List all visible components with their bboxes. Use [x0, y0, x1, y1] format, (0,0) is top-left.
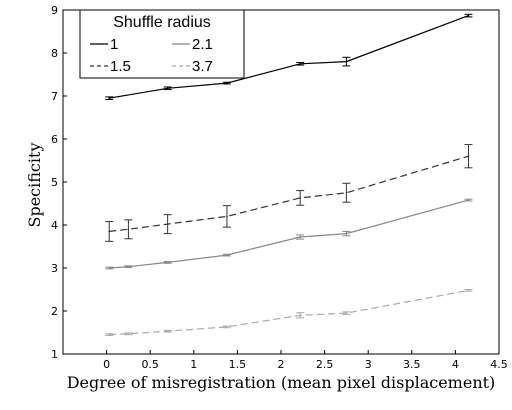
- error-bar: [342, 311, 351, 315]
- error-bar: [222, 205, 231, 228]
- error-bar: [163, 86, 172, 91]
- x-axis-label: Degree of misregistration (mean pixel di…: [67, 373, 496, 392]
- error-bar: [222, 325, 231, 329]
- series-line: [109, 289, 469, 336]
- error-bar: [464, 13, 473, 18]
- error-bar: [163, 329, 172, 333]
- x-tick-label: 3.5: [403, 358, 421, 371]
- data-point: [108, 230, 111, 233]
- data-point: [467, 14, 470, 17]
- y-tick-label: 9: [51, 4, 58, 17]
- error-bar: [296, 61, 305, 66]
- x-tick-label: 2: [278, 358, 285, 371]
- y-tick-label: 7: [51, 90, 58, 103]
- legend-label: 3.7: [192, 58, 213, 75]
- error-bar: [464, 289, 473, 292]
- error-bar: [105, 333, 114, 337]
- y-axis-label: Specificity: [25, 143, 44, 228]
- data-point: [166, 87, 169, 90]
- y-tick-label: 3: [51, 262, 58, 275]
- error-bar: [296, 190, 305, 206]
- series-1-5: [105, 144, 473, 242]
- series-3-7: [105, 289, 473, 337]
- legend-item: 1.5: [90, 58, 131, 75]
- y-tick-label: 1: [51, 348, 58, 361]
- error-bar: [222, 81, 231, 85]
- error-bar: [124, 265, 133, 269]
- data-point: [345, 60, 348, 63]
- legend-item: 2.1: [172, 36, 213, 53]
- data-point: [299, 236, 301, 238]
- error-bar: [342, 182, 351, 203]
- legend-title: Shuffle radius: [113, 14, 211, 31]
- data-point: [467, 155, 470, 157]
- legend-item: 1: [90, 36, 118, 53]
- y-tick-label: 8: [51, 47, 58, 60]
- data-point: [108, 267, 111, 269]
- data-point: [166, 223, 169, 225]
- series-2-1: [105, 198, 473, 270]
- y-tick-label: 2: [51, 305, 58, 318]
- legend-label: 1: [110, 36, 118, 53]
- data-point: [166, 330, 169, 333]
- data-point: [299, 314, 301, 317]
- legend-label: 1.5: [110, 58, 131, 75]
- y-tick-label: 6: [51, 133, 58, 146]
- data-point: [467, 289, 470, 292]
- error-bar: [342, 230, 351, 237]
- series-line: [109, 199, 469, 269]
- x-tick-label: 0: [103, 358, 110, 371]
- error-bar: [163, 214, 172, 235]
- series-line: [109, 155, 469, 232]
- series-line: [109, 15, 469, 99]
- data-point: [345, 191, 348, 194]
- legend: Shuffle radius 1 1.5 2.1 3.7: [79, 9, 245, 79]
- data-point: [226, 254, 228, 256]
- error-bar: [296, 234, 305, 240]
- legend-label: 2.1: [192, 36, 213, 53]
- x-tick-label: 4: [452, 358, 459, 371]
- y-tick-label: 4: [51, 219, 58, 232]
- x-tick-label: 0.5: [141, 358, 159, 371]
- error-bar: [296, 312, 305, 319]
- error-bar: [105, 96, 114, 100]
- error-bar: [464, 198, 473, 202]
- error-bar: [105, 221, 114, 242]
- data-point: [108, 333, 111, 336]
- series-group: [105, 13, 473, 337]
- data-point: [166, 261, 169, 264]
- legend-entries: 1 1.5 2.1 3.7: [90, 36, 213, 75]
- data-point: [299, 197, 301, 199]
- error-bar: [124, 332, 133, 336]
- data-point: [467, 199, 470, 201]
- x-tick-label: 2.5: [316, 358, 334, 371]
- x-tick-label: 4.5: [490, 358, 508, 371]
- axis-ticks: 0 0.5 1 1.5 2 2.5 3 3.5 4 4.5 1 2 3 4 5 6 7 8 9: [51, 4, 508, 371]
- legend-item: 3.7: [172, 58, 213, 75]
- error-bar: [222, 253, 231, 257]
- data-point: [127, 332, 130, 335]
- y-tick-label: 5: [51, 176, 58, 189]
- error-bar: [105, 266, 114, 270]
- data-point: [299, 62, 301, 65]
- data-point: [226, 215, 228, 218]
- error-bar: [464, 144, 473, 169]
- series-1: [105, 13, 473, 100]
- data-point: [345, 312, 348, 314]
- error-bar: [124, 219, 133, 240]
- data-point: [108, 97, 111, 99]
- error-bar: [163, 261, 172, 264]
- data-point: [345, 232, 348, 235]
- data-point: [127, 228, 130, 231]
- x-tick-label: 1: [190, 358, 197, 371]
- data-point: [127, 265, 130, 268]
- data-point: [226, 82, 228, 84]
- data-point: [226, 326, 228, 328]
- x-tick-label: 1.5: [229, 358, 247, 371]
- x-tick-label: 3: [365, 358, 372, 371]
- error-bar: [342, 56, 351, 67]
